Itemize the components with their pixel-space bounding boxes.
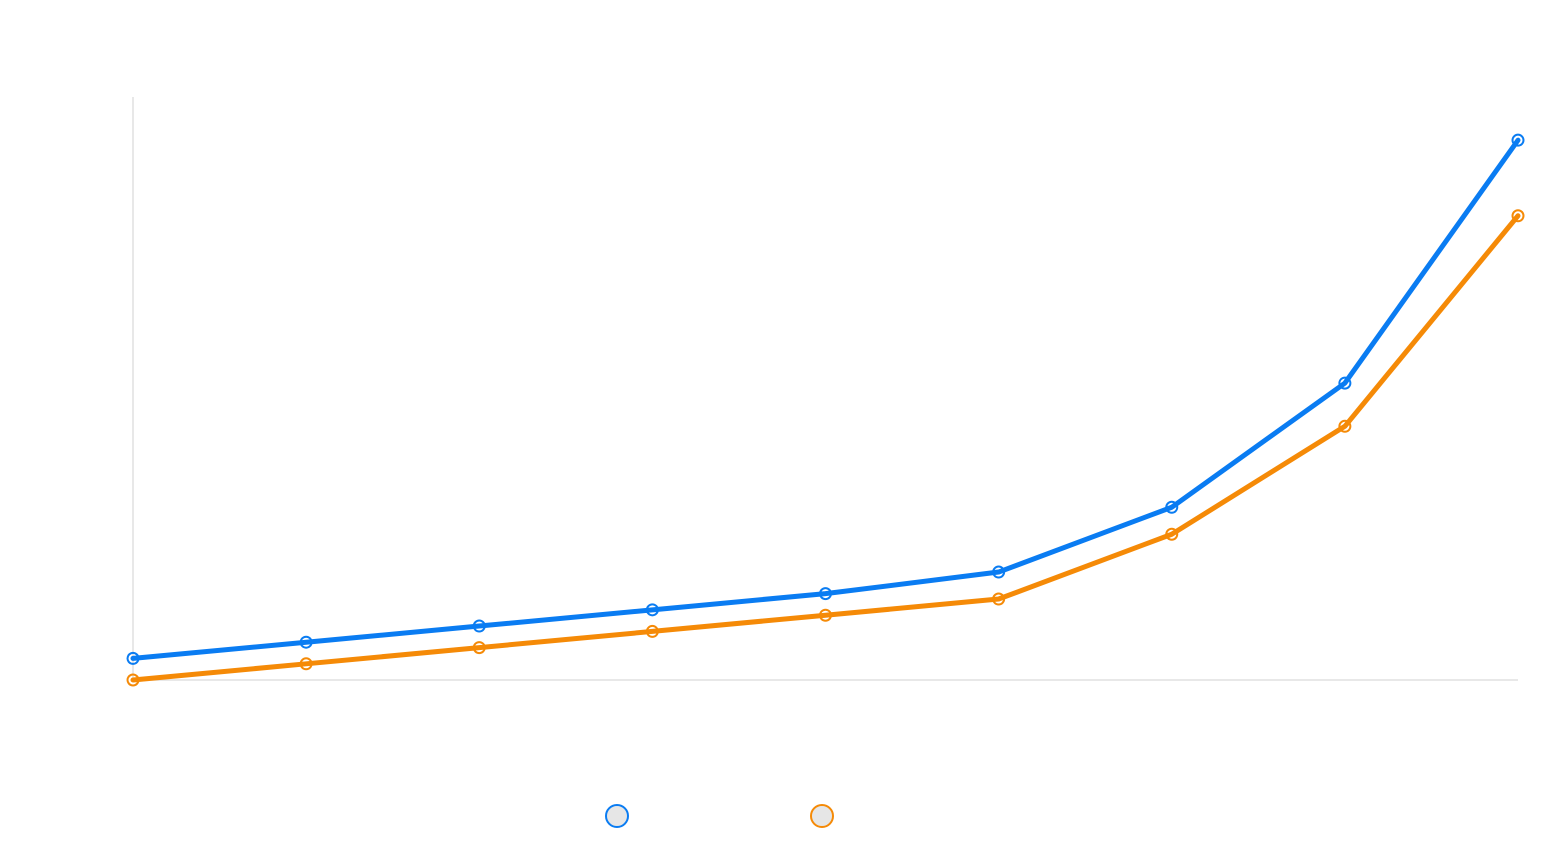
series-1-point [1338, 376, 1352, 390]
legend-marker-series-1 [605, 804, 629, 828]
series-1-point [472, 619, 486, 633]
series-2 [126, 209, 1525, 687]
series-2-point [645, 624, 659, 638]
series-1-point [1511, 133, 1525, 147]
series-2-point [1511, 209, 1525, 223]
series-1-point [1165, 500, 1179, 514]
series-2-line [130, 213, 1521, 683]
series-2-point [819, 608, 832, 622]
series-2-point [472, 641, 486, 655]
series-2-point [1165, 527, 1179, 541]
series-1-line [130, 137, 1521, 661]
series-1-point [126, 651, 140, 665]
series-1-point [299, 635, 313, 649]
series-1 [126, 133, 1525, 665]
series-1-point [819, 587, 832, 601]
legend [605, 804, 834, 828]
series-layer [126, 133, 1525, 687]
series-2-point [126, 673, 140, 687]
series-2-point [299, 657, 313, 671]
series-2-point [992, 592, 1006, 606]
axes [132, 97, 1518, 681]
series-1-point [645, 603, 659, 617]
series-2-point [1338, 419, 1352, 433]
legend-marker-series-2 [810, 804, 834, 828]
series-1-point [992, 565, 1006, 579]
